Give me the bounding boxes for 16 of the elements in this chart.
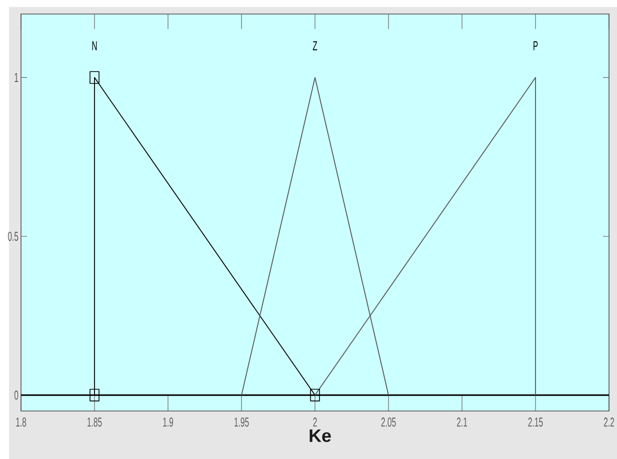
- y-tick-label: 0.5: [8, 232, 18, 241]
- x-tick-label: 1.95: [234, 418, 249, 427]
- x-tick-label: 1.9: [163, 418, 174, 427]
- x-axis-title: Ke: [310, 430, 331, 442]
- x-tick-label: 2.2: [604, 418, 614, 427]
- y-tick-label: 1: [14, 73, 18, 82]
- x-tick-label: 2.15: [528, 418, 543, 427]
- text: Z: [312, 41, 318, 50]
- text: P: [534, 41, 538, 50]
- x-tick-label: 1.8: [16, 418, 26, 427]
- series-label: N: [92, 41, 97, 50]
- x-tick-label: 2.05: [381, 418, 396, 427]
- x-tick-label: 2.1: [456, 418, 468, 427]
- x-tick-label: 1.85: [88, 418, 102, 427]
- x-tick-label: 2: [313, 418, 317, 427]
- y-tick-label: 0: [14, 390, 18, 400]
